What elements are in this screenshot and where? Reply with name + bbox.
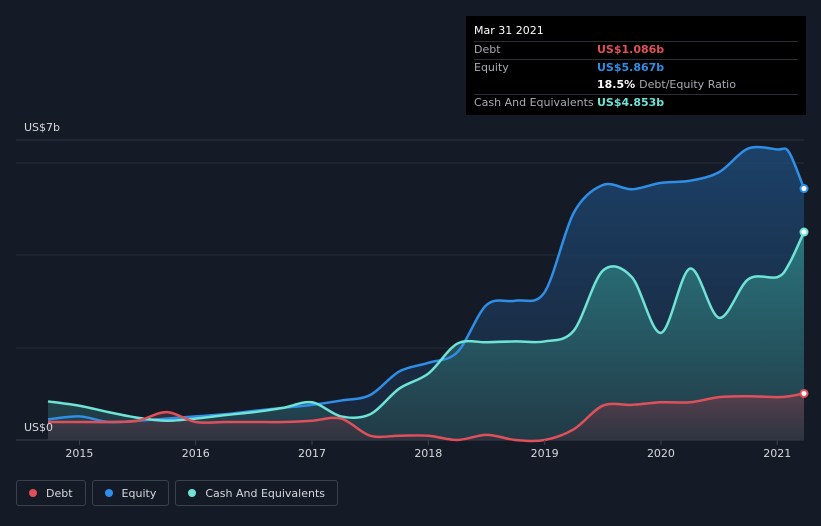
tooltip-ratio-value: 18.5% [597,78,636,91]
tooltip-row-equity: Equity US$5.867b [474,59,798,77]
tooltip-date: Mar 31 2021 [474,24,544,37]
legend-label-cash: Cash And Equivalents [205,486,325,500]
area-debt [48,393,804,441]
x-axis-ticks: 2015 2016 2017 2018 2019 2020 2021 [65,440,791,460]
series-endpoints [799,184,809,398]
legend-dot-cash [188,489,197,497]
x-tick-label-2020: 2020 [647,447,675,460]
line-cash [47,231,806,422]
tooltip-debt-label: Debt [474,43,501,56]
tooltip: Mar 31 2021 Debt US$1.086b Equity US$5.8… [466,16,806,115]
x-tick-label-2019: 2019 [531,447,559,460]
line-debt [47,392,805,443]
tooltip-debt-value: US$1.086b [597,43,665,56]
legend-label-debt: Debt [46,486,73,500]
tooltip-equity-label: Equity [474,61,509,74]
y-axis-bottom-label: US$0 [24,421,53,434]
x-tick-label-2018: 2018 [414,447,442,460]
legend: Debt Equity Cash And Equivalents [16,480,338,506]
tooltip-equity-value: US$5.867b [597,61,665,74]
series-lines [47,145,806,443]
tooltip-row-debt: Debt US$1.086b [474,41,798,59]
tooltip-cash-value: US$4.853b [597,96,665,109]
endpoint-cash [799,227,809,237]
legend-label-equity: Equity [121,486,157,500]
x-tick-label-2015: 2015 [65,447,93,460]
legend-dot-debt [29,489,37,497]
legend-item-debt[interactable]: Debt [16,480,86,506]
tooltip-ratio: 18.5% Debt/Equity Ratio [597,77,736,94]
x-tick-label-2017: 2017 [298,447,326,460]
legend-dot-equity [104,489,113,497]
tooltip-row-ratio: 18.5% Debt/Equity Ratio [474,77,798,94]
endpoint-debt [799,388,809,398]
legend-item-equity[interactable]: Equity [91,480,170,506]
tooltip-cash-label: Cash And Equivalents [474,96,594,109]
series-areas [48,147,804,441]
y-axis-top-label: US$7b [24,121,60,134]
x-tick-label-2016: 2016 [182,447,210,460]
tooltip-row-cash: Cash And Equivalents US$4.853b [474,94,798,112]
legend-item-cash[interactable]: Cash And Equivalents [175,480,338,506]
endpoint-equity [799,184,809,194]
area-cash [48,232,804,440]
tooltip-ratio-label: Debt/Equity Ratio [639,78,736,91]
x-tick-label-2021: 2021 [763,447,791,460]
